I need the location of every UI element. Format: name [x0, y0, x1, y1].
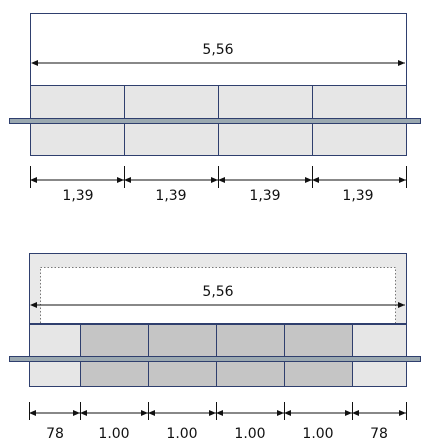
segment-label: 78: [46, 426, 64, 442]
bottom-panel-cell: [352, 324, 407, 357]
top-panel-cell: [30, 85, 125, 121]
top-panel-cell: [124, 85, 219, 121]
bottom-panel-cell: [216, 360, 285, 387]
segment-label: 1.00: [98, 426, 129, 442]
bottom-panel-cell: [29, 324, 81, 357]
segment-label: 1,39: [342, 188, 373, 204]
bottom-segment-dimensions: 78 1.00 1.00 1.00 1.00 78: [29, 402, 407, 442]
top-panel-cell: [312, 123, 407, 156]
segment-label: 1.00: [234, 426, 265, 442]
top-panel-cell: [312, 85, 407, 121]
segment-label: 1,39: [249, 188, 280, 204]
segment-label: 1.00: [302, 426, 333, 442]
top-overall-label: 5,56: [202, 42, 233, 58]
bottom-rail: [9, 356, 421, 362]
segment-label: 1,39: [155, 188, 186, 204]
bottom-overall-label: 5,56: [202, 284, 233, 300]
top-figure: 5,56: [9, 13, 421, 204]
segment-label: 1,39: [62, 188, 93, 204]
bottom-panel-cell: [148, 360, 217, 387]
bottom-panel-cell: [284, 324, 353, 357]
bottom-panel-cell: [352, 360, 407, 387]
top-panel-cell: [218, 85, 313, 121]
bottom-panel-grid: [29, 324, 407, 387]
bottom-panel-cell: [80, 360, 149, 387]
bottom-panel-cell: [284, 360, 353, 387]
segment-label: 78: [370, 426, 388, 442]
bottom-inner-area: [40, 267, 396, 324]
top-panel-cell: [218, 123, 313, 156]
segment-label: 1.00: [166, 426, 197, 442]
top-rail: [9, 118, 421, 124]
bottom-panel-cell: [216, 324, 285, 357]
bottom-panel-cell: [148, 324, 217, 357]
top-panel-cell: [30, 123, 125, 156]
top-panel-cell: [124, 123, 219, 156]
bottom-figure: 5,56: [9, 253, 421, 442]
bottom-panel-cell: [29, 360, 81, 387]
bottom-panel-cell: [80, 324, 149, 357]
top-panel-grid: [30, 85, 407, 156]
top-segment-dimensions: 1,39 1,39 1,39 1,39: [30, 166, 407, 204]
